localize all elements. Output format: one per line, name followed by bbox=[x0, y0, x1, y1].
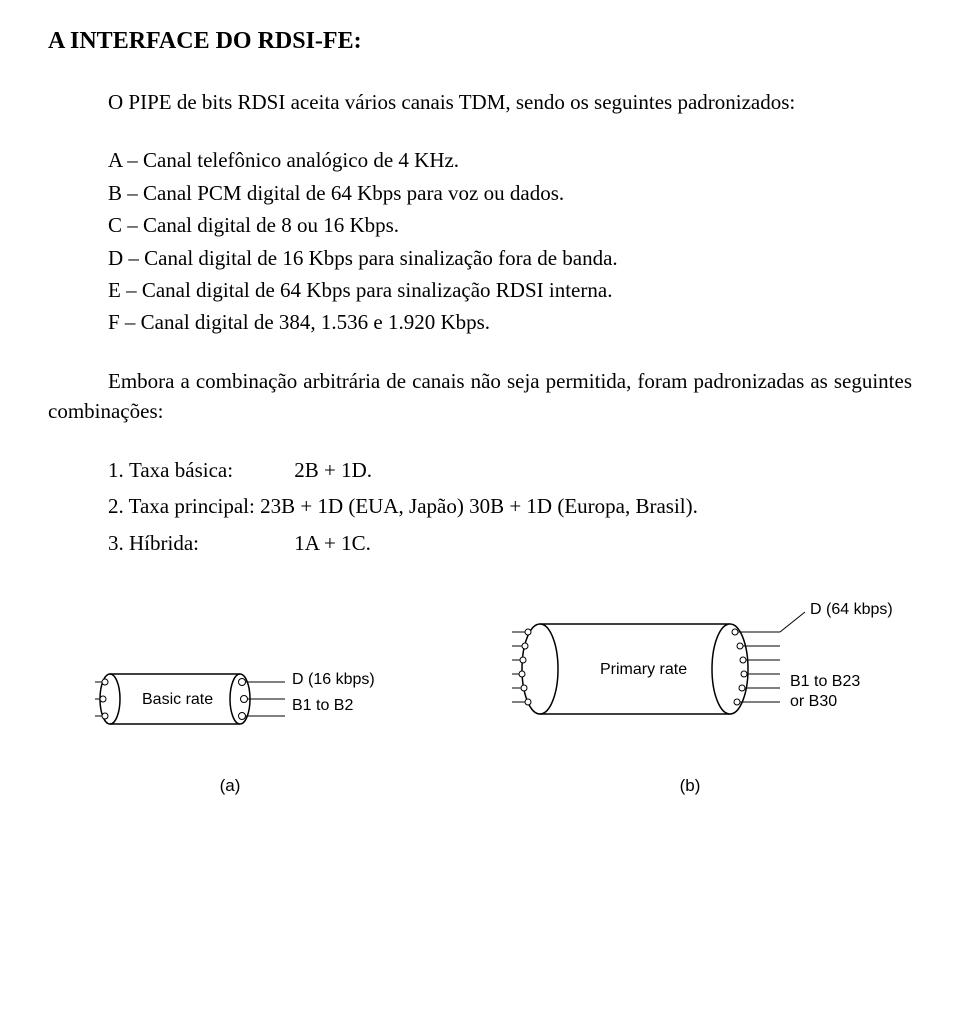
primary-rate-label: Primary rate bbox=[600, 661, 687, 678]
figure-container: Basic rate D (16 kbps) B1 to B2 (a) bbox=[48, 594, 912, 799]
rate-1-val: 2B + 1D. bbox=[294, 458, 372, 482]
figure-b-label: (b) bbox=[680, 774, 701, 799]
d64-label: D (64 kbps) bbox=[810, 601, 893, 618]
figure-a-label: (a) bbox=[220, 774, 241, 799]
orb30-label: or B30 bbox=[790, 693, 837, 710]
channel-d: D – Canal digital de 16 Kbps para sinali… bbox=[48, 243, 912, 273]
d16-label: D (16 kbps) bbox=[292, 671, 375, 688]
channel-list: A – Canal telefônico analógico de 4 KHz.… bbox=[48, 145, 912, 338]
rate-3: 3. Híbrida: 1A + 1C. bbox=[108, 528, 912, 558]
channel-f: F – Canal digital de 384, 1.536 e 1.920 … bbox=[48, 307, 912, 337]
b1b23-label: B1 to B23 bbox=[790, 673, 860, 690]
rate-3-num: 3. bbox=[108, 531, 124, 555]
channel-a: A – Canal telefônico analógico de 4 KHz. bbox=[48, 145, 912, 175]
rate-3-label: Híbrida: bbox=[129, 528, 289, 558]
combo-intro: Embora a combinação arbitrária de canais… bbox=[48, 366, 912, 427]
rate-2-num: 2. bbox=[108, 494, 124, 518]
figure-b: D (64 kbps) Primary rate B1 to B23 or B3… bbox=[480, 594, 900, 799]
page-title: A INTERFACE DO RDSI-FE: bbox=[48, 24, 912, 59]
figure-a: Basic rate D (16 kbps) B1 to B2 (a) bbox=[60, 634, 400, 799]
channel-b: B – Canal PCM digital de 64 Kbps para vo… bbox=[48, 178, 912, 208]
primary-rate-diagram: D (64 kbps) Primary rate B1 to B23 or B3… bbox=[480, 594, 900, 764]
rate-3-val: 1A + 1C. bbox=[294, 531, 371, 555]
rate-1-num: 1. bbox=[108, 458, 124, 482]
rates-list: 1. Taxa básica: 2B + 1D. 2. Taxa princip… bbox=[108, 455, 912, 558]
rate-1-label: Taxa básica: bbox=[129, 455, 289, 485]
channel-c: C – Canal digital de 8 ou 16 Kbps. bbox=[48, 210, 912, 240]
rate-2: 2. Taxa principal: 23B + 1D (EUA, Japão)… bbox=[108, 491, 912, 521]
basic-rate-diagram: Basic rate D (16 kbps) B1 to B2 bbox=[60, 634, 400, 764]
rate-1: 1. Taxa básica: 2B + 1D. bbox=[108, 455, 912, 485]
rate-2-text: Taxa principal: 23B + 1D (EUA, Japão) 30… bbox=[129, 494, 698, 518]
basic-rate-label: Basic rate bbox=[142, 691, 213, 708]
channel-e: E – Canal digital de 64 Kbps para sinali… bbox=[48, 275, 912, 305]
b1b2-label: B1 to B2 bbox=[292, 697, 353, 714]
intro-paragraph: O PIPE de bits RDSI aceita vários canais… bbox=[48, 87, 912, 117]
